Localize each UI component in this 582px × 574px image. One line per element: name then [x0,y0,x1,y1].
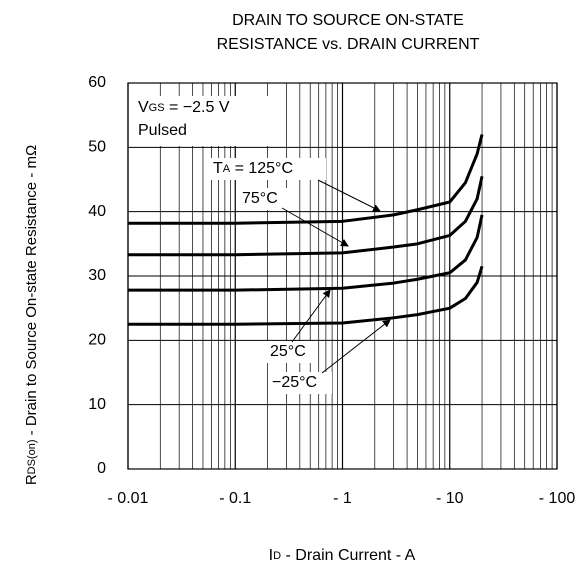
condition-box [131,96,271,146]
series-line [128,175,484,257]
chart-title: DRAIN TO SOURCE ON-STATE [232,12,464,29]
arrow [317,179,381,212]
x-tick-label: - 0.1 [219,490,251,507]
label-bg [238,188,290,210]
series-line [128,265,484,326]
condition: Pulsed [138,122,187,139]
series-label: 75°C [242,190,278,207]
plot-frame [127,82,558,470]
arrow [281,207,349,247]
label-bg [208,158,326,180]
series-line [128,134,484,225]
series-line [128,214,484,292]
y-tick-label: 10 [88,396,106,413]
x-tick-label: - 0.01 [108,490,149,507]
series-label: 25°C [270,343,306,360]
y-tick-label: 30 [88,267,106,284]
x-axis-label: ID - Drain Current - A [269,547,416,564]
chart-title: RESISTANCE vs. DRAIN CURRENT [217,36,480,53]
arrow [291,289,331,343]
y-tick-label: 0 [97,460,106,477]
condition: VGS = −2.5 V [138,99,230,116]
arrow [321,319,391,374]
y-tick-label: 40 [88,203,106,220]
x-tick-label: - 1 [333,490,352,507]
y-tick-label: 20 [88,332,106,349]
y-tick-label: 60 [88,74,106,91]
x-tick-label: - 100 [539,490,576,507]
x-tick-label: - 10 [436,490,464,507]
label-bg [266,341,318,363]
label-bg [268,372,332,394]
y-axis-label: RDS(on) - Drain to Source On-state Resis… [23,145,40,485]
series-label: TA = 125°C [213,160,293,177]
series-label: −25°C [272,374,317,391]
y-tick-label: 50 [88,139,106,156]
